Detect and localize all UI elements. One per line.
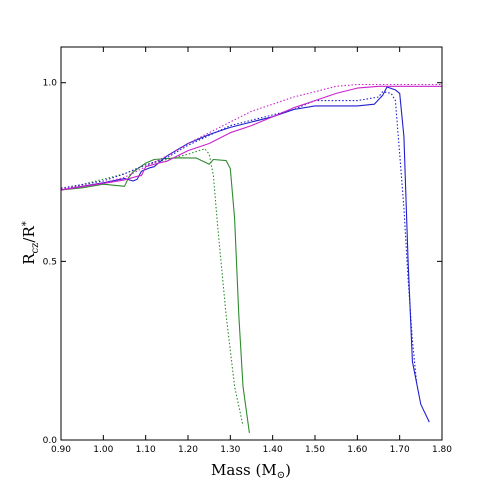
series-line-6 — [60, 83, 442, 190]
x-axis-title: Mass (M⊙) — [211, 461, 291, 481]
x-tick-label: 1.70 — [390, 445, 410, 455]
x-tick-label: 1.80 — [432, 445, 452, 455]
x-tick-label: 0.90 — [51, 445, 71, 455]
plot-frame — [60, 46, 443, 441]
series-line-5 — [60, 85, 442, 191]
series-line-4 — [60, 91, 418, 383]
series-line-1 — [60, 157, 250, 433]
y-tick-label: 0.0 — [43, 436, 58, 446]
x-tick-label: 1.20 — [178, 445, 198, 455]
x-tick-label: 1.30 — [220, 445, 240, 455]
y-axis-title: Rcz/R* — [20, 221, 41, 265]
series-layer — [60, 83, 442, 433]
series-line-3 — [60, 86, 430, 423]
y-tick-label: 0.5 — [43, 257, 57, 267]
x-tick-label: 1.50 — [305, 445, 325, 455]
x-tick-label: 1.00 — [93, 445, 113, 455]
y-tick-label: 1.0 — [43, 79, 58, 89]
x-tick-label: 1.60 — [347, 445, 367, 455]
x-tick-label: 1.10 — [136, 445, 156, 455]
series-line-2 — [60, 148, 244, 426]
tick-layer: 0.90 1.00 1.10 1.20 1.30 1.40 1.50 1.60 1.70 1.80… — [43, 47, 452, 455]
x-tick-label: 1.40 — [263, 445, 283, 455]
